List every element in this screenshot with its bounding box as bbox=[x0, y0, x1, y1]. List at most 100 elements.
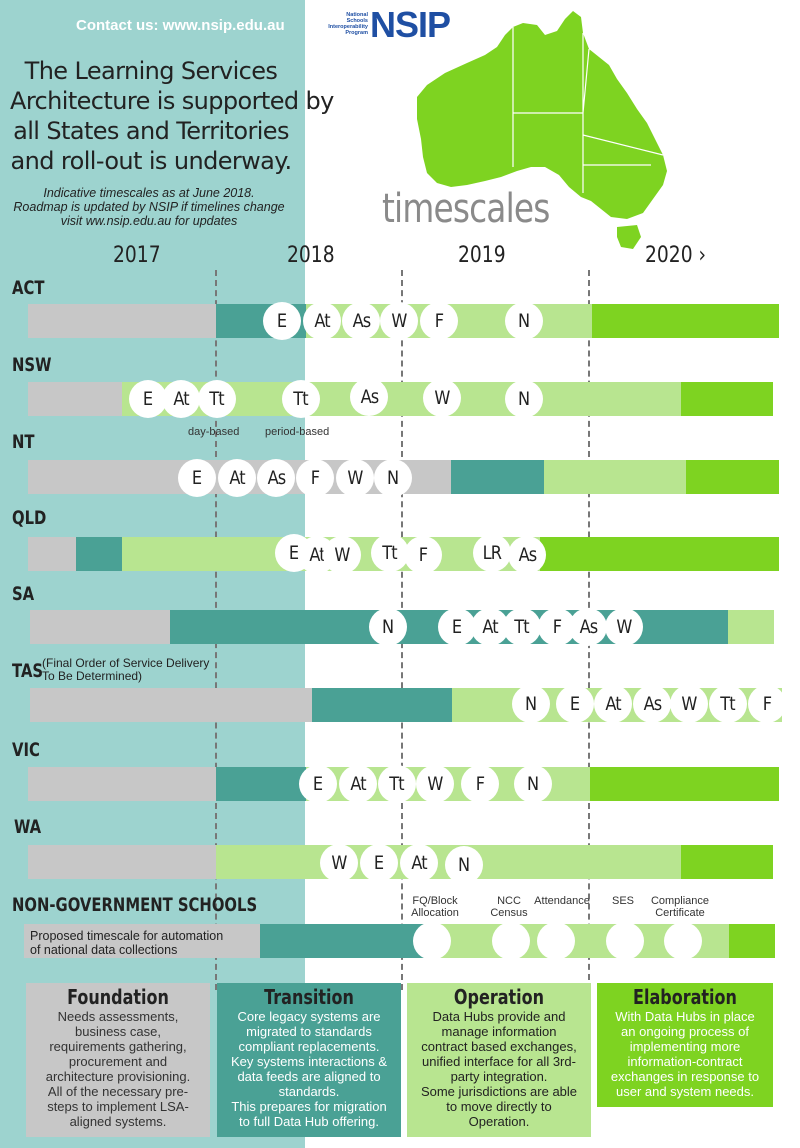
bar-segment-operation bbox=[544, 460, 686, 494]
bar-segment-foundation bbox=[30, 610, 170, 644]
service-circle: N bbox=[505, 302, 543, 340]
row-label-qld: QLD bbox=[12, 507, 47, 529]
stage-title: Elaboration bbox=[633, 985, 737, 1009]
indicative-line: visit ww.nsip.edu.au for updates bbox=[60, 214, 238, 228]
nsw-day-based-label: day-based bbox=[188, 426, 240, 438]
service-circle: W bbox=[670, 685, 708, 723]
headline: The Learning Services Architecture is su… bbox=[10, 56, 334, 176]
contact-text[interactable]: Contact us: www.nsip.edu.au bbox=[76, 17, 285, 34]
stage-title: Foundation bbox=[67, 985, 169, 1009]
row-label-tas: TAS bbox=[12, 660, 44, 682]
service-circle: As bbox=[569, 608, 607, 646]
service-circle: As bbox=[508, 536, 546, 574]
stage-elaboration: Elaboration With Data Hubs in place an on… bbox=[597, 983, 773, 1107]
nsw-period-based-label: period-based bbox=[265, 426, 330, 438]
row-label-nongov: NON-GOVERNMENT SCHOOLS bbox=[12, 894, 258, 916]
row-label-nt: NT bbox=[12, 431, 35, 453]
service-circle: As bbox=[633, 685, 671, 723]
service-circle: N bbox=[369, 608, 407, 646]
service-circle: LR bbox=[473, 534, 511, 572]
collection-circle bbox=[664, 922, 702, 960]
service-circle: F bbox=[748, 685, 786, 723]
bar-segment-transition bbox=[260, 924, 432, 958]
bar-segment-foundation bbox=[28, 767, 216, 801]
bar-segment-foundation bbox=[28, 845, 216, 879]
logo-small-text: National Schools Interoperability Progra… bbox=[318, 12, 368, 36]
service-circle: As bbox=[342, 302, 380, 340]
collection-label-attendance: Attendance bbox=[534, 895, 590, 907]
bar-segment-operation bbox=[728, 610, 774, 644]
service-circle: Tt bbox=[503, 608, 541, 646]
year-label-2017: 2017 bbox=[113, 243, 161, 268]
bar-segment-elaboration bbox=[686, 460, 779, 494]
logo-line: National bbox=[346, 12, 368, 18]
service-circle: F bbox=[296, 459, 334, 497]
headline-line: The Learning Services bbox=[24, 57, 278, 85]
logo-line: Program bbox=[345, 30, 368, 36]
headline-line: all States and Territories bbox=[13, 117, 289, 145]
service-circle: At bbox=[218, 459, 256, 497]
tas-note: (Final Order of Service Delivery To Be D… bbox=[42, 657, 209, 683]
collection-label-ncc: NCC Census bbox=[490, 895, 528, 919]
service-circle: N bbox=[445, 846, 483, 884]
service-circle: Tt bbox=[378, 765, 416, 803]
collection-circle bbox=[606, 922, 644, 960]
australia-mainland bbox=[417, 11, 667, 219]
bar-segment-foundation bbox=[28, 304, 216, 338]
year-label-2018: 2018 bbox=[287, 243, 335, 268]
year-label-2020: 2020 › bbox=[645, 243, 707, 268]
service-circle: W bbox=[323, 536, 361, 574]
service-circle: N bbox=[514, 765, 552, 803]
row-label-sa: SA bbox=[12, 583, 35, 605]
stage-description: Core legacy systems are migrated to stand… bbox=[230, 1009, 388, 1129]
collection-label-ses: SES bbox=[611, 895, 634, 907]
service-circle: E bbox=[178, 459, 216, 497]
tas-note-line: To Be Determined) bbox=[42, 669, 143, 683]
state-borders bbox=[512, 27, 664, 193]
service-circle: As bbox=[350, 378, 388, 416]
service-circle: N bbox=[512, 685, 550, 723]
bar-segment-elaboration bbox=[540, 537, 779, 571]
service-circle: F bbox=[461, 765, 499, 803]
collection-circle bbox=[537, 922, 575, 960]
service-circle: W bbox=[416, 765, 454, 803]
stage-title: Operation bbox=[453, 985, 545, 1009]
service-circle: At bbox=[303, 302, 341, 340]
logo-line: Schools bbox=[346, 18, 368, 24]
service-circle: W bbox=[380, 302, 418, 340]
service-circle: E bbox=[129, 380, 167, 418]
stage-operation: Operation Data Hubs provide and manage in… bbox=[407, 983, 591, 1137]
stage-foundation: Foundation Needs assessments, business ca… bbox=[26, 983, 210, 1137]
collection-circle bbox=[492, 922, 530, 960]
bar-segment-elaboration bbox=[681, 845, 773, 879]
service-circle: E bbox=[360, 844, 398, 882]
collection-circle bbox=[413, 922, 451, 960]
service-circle: Tt bbox=[198, 380, 236, 418]
australia-map-icon bbox=[417, 11, 667, 249]
service-circle: Tt bbox=[282, 380, 320, 418]
timescales-heading: timescales bbox=[382, 186, 550, 232]
service-circle: E bbox=[556, 685, 594, 723]
service-circle: N bbox=[505, 380, 543, 418]
stage-description: Needs assessments, business case, requirem… bbox=[45, 1009, 191, 1129]
bar-segment-foundation bbox=[30, 688, 312, 722]
bar-segment-elaboration bbox=[590, 767, 779, 801]
service-circle: At bbox=[594, 685, 632, 723]
service-circle: As bbox=[257, 459, 295, 497]
collection-label-compliance: Compliance Certificate bbox=[650, 895, 710, 919]
service-circle: At bbox=[339, 765, 377, 803]
bar-segment-foundation bbox=[28, 382, 122, 416]
service-circle: At bbox=[471, 608, 509, 646]
bar-segment-elaboration bbox=[729, 924, 775, 958]
headline-line: Architecture is supported by bbox=[10, 87, 334, 115]
service-circle: E bbox=[299, 765, 337, 803]
service-circle: W bbox=[320, 844, 358, 882]
bar-segment-elaboration bbox=[592, 304, 779, 338]
row-label-nsw: NSW bbox=[12, 354, 52, 376]
bar-segment-transition bbox=[76, 537, 122, 571]
stage-transition: Transition Core legacy systems are migrat… bbox=[217, 983, 401, 1137]
bar-segment-transition bbox=[216, 767, 306, 801]
service-circle: Tt bbox=[709, 685, 747, 723]
headline-line: and roll-out is underway. bbox=[10, 147, 292, 175]
service-circle: W bbox=[336, 459, 374, 497]
